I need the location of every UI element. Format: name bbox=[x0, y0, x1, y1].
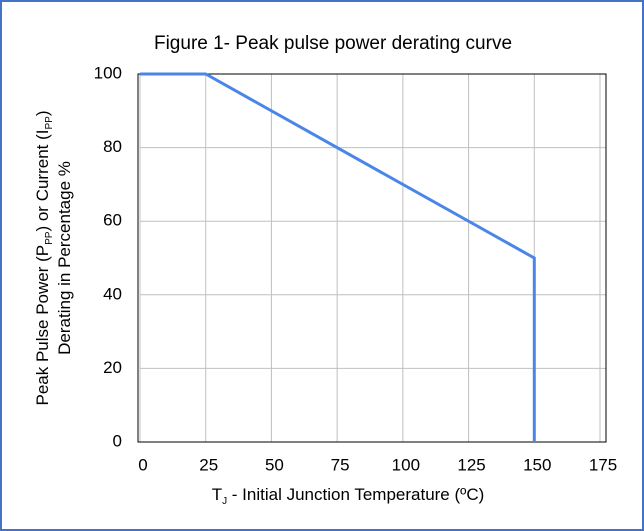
line bbox=[140, 72, 536, 442]
x-axis-label-part: T bbox=[212, 485, 222, 504]
x-tick-label: 175 bbox=[589, 455, 617, 474]
y-tick-label: 60 bbox=[103, 211, 122, 230]
x-axis-label: TJ - Initial Junction Temperature (ºC) bbox=[212, 485, 485, 507]
y-axis-label-part: PP bbox=[44, 116, 55, 130]
y-tick-label: 40 bbox=[103, 284, 122, 303]
y-tick-label: 0 bbox=[113, 431, 122, 450]
x-tick-label: 25 bbox=[199, 455, 218, 474]
y-axis-label: Derating in Percentage % bbox=[55, 161, 74, 355]
y-axis-label-part: Derating in Percentage % bbox=[55, 161, 74, 355]
x-tick-label: 75 bbox=[331, 455, 350, 474]
x-tick-label: 0 bbox=[138, 455, 147, 474]
y-tick-label: 100 bbox=[94, 63, 122, 82]
y-axis-label-part: ) or Current (I bbox=[33, 130, 52, 232]
y-axis-label-part: PP bbox=[44, 231, 55, 245]
x-axis-label-part: - Initial Junction Temperature (ºC) bbox=[227, 485, 484, 504]
y-axis-label-part: ) bbox=[33, 110, 52, 116]
plot-border bbox=[137, 73, 607, 443]
x-tick-label: 50 bbox=[265, 455, 284, 474]
y-tick-label: 80 bbox=[103, 137, 122, 156]
y-axis-label-part: Peak Pulse Power (P bbox=[33, 245, 52, 406]
chart-title: Figure 1- Peak pulse power derating curv… bbox=[154, 33, 512, 54]
y-tick-label: 20 bbox=[103, 358, 122, 377]
y-axis-label: Peak Pulse Power (PPP) or Current (IPP) bbox=[33, 110, 55, 405]
x-tick-label: 150 bbox=[523, 455, 551, 474]
x-tick-label: 125 bbox=[457, 455, 485, 474]
x-tick-label: 100 bbox=[392, 455, 420, 474]
x-axis-label-part: J bbox=[222, 496, 227, 507]
